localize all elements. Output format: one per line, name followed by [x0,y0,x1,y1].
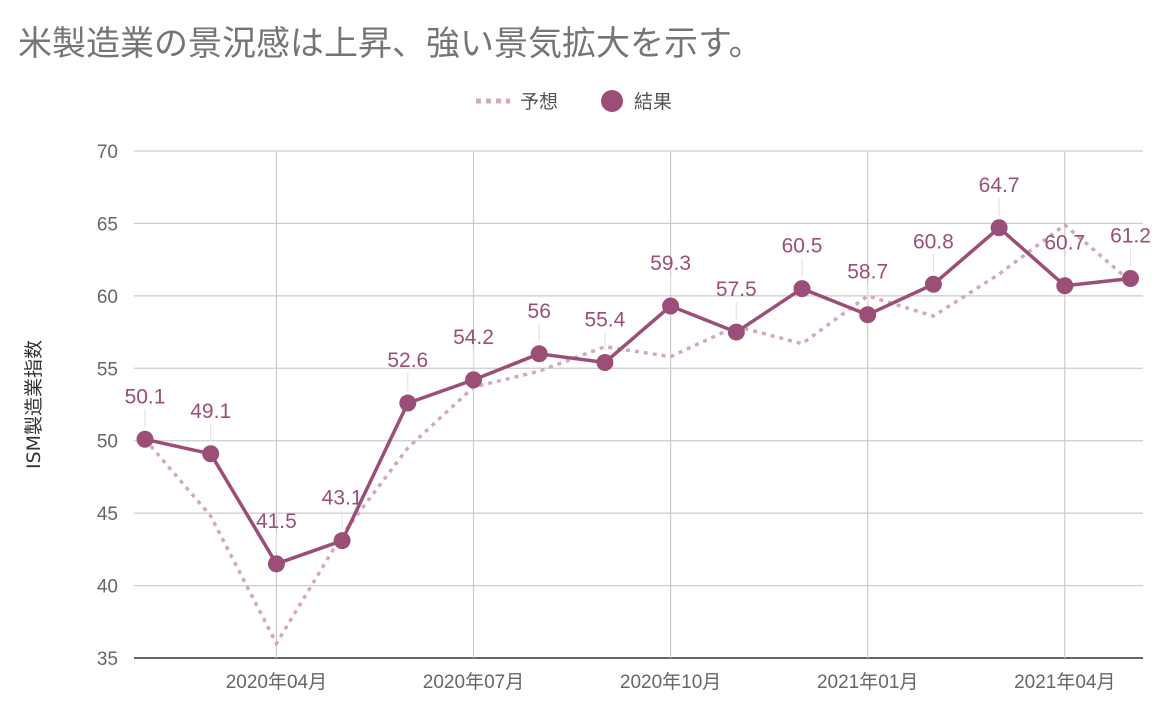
actual-data-point [530,345,548,363]
data-label: 56 [528,300,551,323]
forecast-series-line [143,222,1132,648]
data-label: 60.8 [913,230,954,253]
actual-data-point [596,353,614,371]
legend-actual-label: 結果 [634,91,672,113]
y-tick-label: 55 [97,359,118,380]
y-tick-label: 70 [97,142,118,163]
chart-title: 米製造業の景況感は上昇、強い景気拡大を示す。 [18,24,763,64]
actual-data-point [465,371,482,389]
y-tick-label: 35 [97,649,118,670]
actual-data-point [793,280,811,298]
y-tick-label: 45 [97,504,118,525]
actual-data-point [859,306,877,324]
x-tick-label: 2021年01月 [817,671,918,693]
x-tick-label: 2020年10月 [620,671,721,693]
data-label: 61.2 [1110,224,1151,247]
y-tick-label: 50 [97,432,118,453]
actual-data-point [727,323,745,341]
data-label: 57.5 [716,278,757,301]
x-tick-label: 2021年04月 [1014,671,1115,693]
data-label: 43.1 [322,487,363,510]
x-tick-label: 2020年07月 [423,671,524,693]
data-label: 50.1 [125,385,166,408]
y-axis-label: ISM製造業指数 [23,340,45,469]
data-label: 60.5 [782,235,823,258]
actual-data-point [202,445,220,463]
actual-data-point [136,430,154,448]
actual-series-line [144,226,1131,566]
actual-data-point [1056,277,1074,295]
y-tick-label: 60 [97,287,118,308]
data-label: 59.3 [650,252,691,275]
legend-forecast-label: 予想 [520,91,558,113]
actual-data-point [990,219,1008,237]
data-label: 52.6 [387,349,428,372]
actual-data-point [662,297,680,315]
y-tick-label: 40 [97,577,118,598]
x-tick-label: 2020年04月 [226,671,327,693]
data-label: 49.1 [190,400,231,423]
data-label: 64.7 [979,174,1020,197]
legend-actual-swatch [601,90,623,112]
data-label: 58.7 [847,261,888,284]
actual-data-point [1122,269,1139,287]
y-tick-label: 65 [97,214,118,235]
data-label: 60.7 [1044,232,1085,255]
actual-data-point [399,394,417,412]
actual-data-point [333,532,351,550]
actual-data-point [924,275,942,293]
data-label: 41.5 [256,510,297,533]
data-label: 54.2 [453,326,494,349]
data-label: 55.4 [584,308,625,331]
actual-data-point [267,555,285,573]
